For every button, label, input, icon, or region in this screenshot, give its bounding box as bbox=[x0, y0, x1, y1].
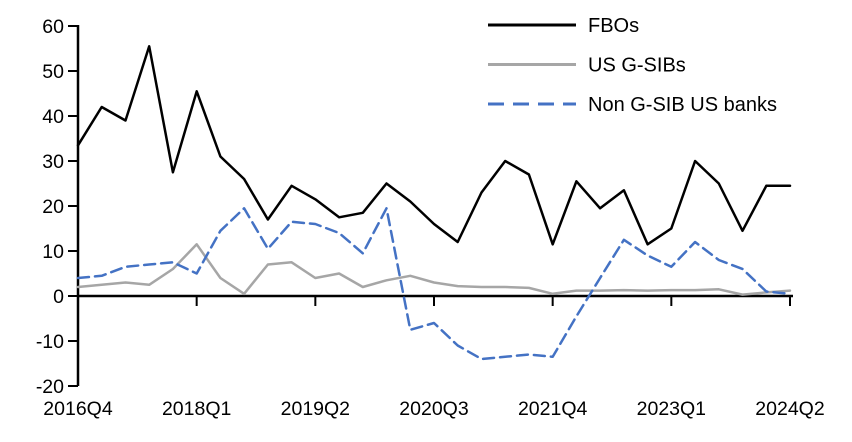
y-tick-label: 10 bbox=[42, 241, 64, 263]
y-tick-label: -20 bbox=[36, 376, 64, 398]
y-tick-label: 40 bbox=[42, 106, 64, 128]
series-line-2 bbox=[76, 207, 792, 361]
series-line-0 bbox=[76, 45, 792, 246]
y-tick-label: -10 bbox=[36, 331, 64, 353]
x-tick-label: 2020Q3 bbox=[399, 398, 468, 420]
y-tick-label: 20 bbox=[42, 196, 64, 218]
series-line-1 bbox=[76, 243, 792, 296]
y-tick-label: 30 bbox=[42, 151, 64, 173]
y-tick-label: 60 bbox=[42, 16, 64, 38]
x-tick-label: 2021Q4 bbox=[518, 398, 588, 420]
x-tick-label: 2019Q2 bbox=[281, 398, 350, 420]
legend-label-0: FBOs bbox=[588, 15, 639, 37]
legend-label-2: Non G-SIB US banks bbox=[588, 94, 777, 116]
x-tick-label: 2018Q1 bbox=[162, 398, 231, 420]
y-tick-label: 0 bbox=[53, 286, 64, 308]
x-tick-label: 2023Q1 bbox=[637, 398, 706, 420]
x-tick-label: 2024Q2 bbox=[755, 398, 824, 420]
legend-label-1: US G-SIBs bbox=[588, 55, 686, 77]
x-tick-label: 2016Q4 bbox=[43, 398, 113, 420]
y-tick-label: 50 bbox=[42, 61, 64, 83]
